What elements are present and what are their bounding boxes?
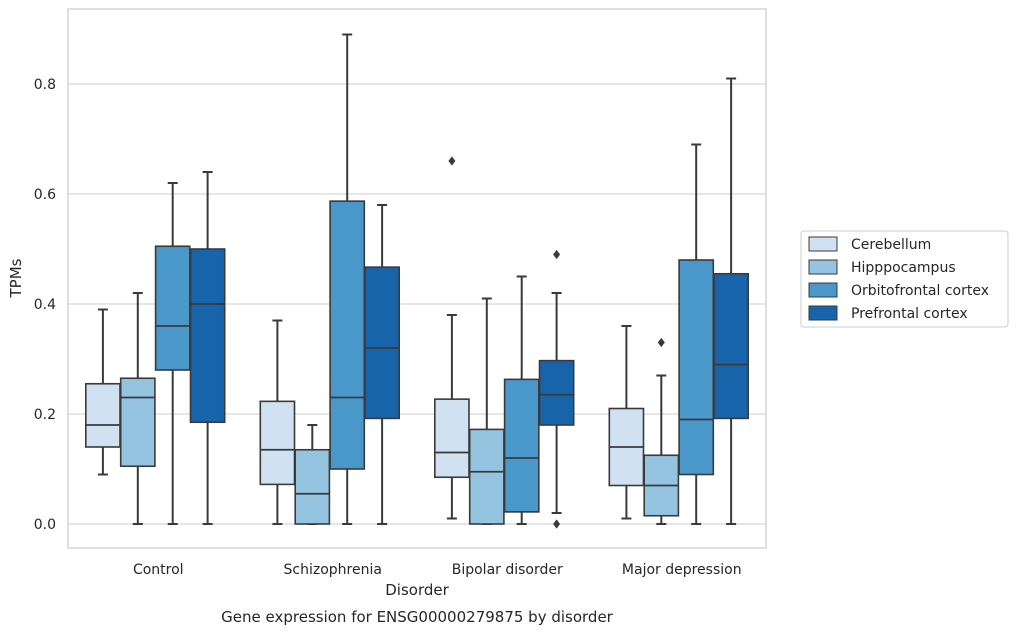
box xyxy=(503,378,540,513)
box xyxy=(678,259,715,476)
box-group xyxy=(329,33,366,525)
outlier-point xyxy=(657,337,665,348)
x-axis-title: Disorder xyxy=(385,581,449,599)
box xyxy=(329,200,366,470)
chart-caption: Gene expression for ENSG00000279875 by d… xyxy=(221,608,614,626)
box-group xyxy=(608,325,645,520)
legend: Cerebellum Hipppocampus Orbitofrontal cort… xyxy=(800,230,1009,328)
box xyxy=(364,266,401,420)
outlier-point xyxy=(553,249,561,260)
legend-swatch xyxy=(808,282,838,298)
box-group xyxy=(643,337,680,525)
box xyxy=(84,382,121,448)
box xyxy=(154,245,191,371)
y-tick-label: 0.0 xyxy=(34,517,56,533)
box xyxy=(119,377,156,468)
y-tick-label: 0.2 xyxy=(34,407,56,423)
box xyxy=(468,428,505,525)
box-group xyxy=(713,77,750,525)
box-layer xyxy=(84,33,750,529)
y-axis-title: TPMs xyxy=(7,258,25,298)
legend-label: Cerebellum xyxy=(851,237,931,253)
box-group xyxy=(154,182,191,525)
box xyxy=(433,398,470,479)
box-group xyxy=(294,424,331,525)
box xyxy=(189,248,226,424)
box-group xyxy=(119,292,156,525)
box-group xyxy=(678,143,715,525)
y-tick-label: 0.6 xyxy=(34,187,56,203)
box-group xyxy=(84,308,121,476)
x-tick-label: Bipolar disorder xyxy=(452,562,563,578)
box-group xyxy=(433,156,470,520)
y-tick-label: 0.4 xyxy=(34,297,56,313)
box xyxy=(259,400,296,486)
y-tick-label: 0.8 xyxy=(34,77,56,93)
box xyxy=(294,448,331,525)
outlier-point xyxy=(448,156,456,166)
legend-label: Orbitofrontal cortex xyxy=(851,283,989,299)
box-group xyxy=(468,297,505,525)
box xyxy=(713,272,750,420)
x-tick-label: Schizophrenia xyxy=(284,562,382,578)
plot-frame xyxy=(67,8,767,549)
box xyxy=(538,359,575,426)
legend-swatch xyxy=(808,305,838,321)
box-group xyxy=(364,204,401,525)
box-group xyxy=(259,319,296,525)
x-tick-label: Control xyxy=(133,562,184,578)
box-group xyxy=(189,171,226,525)
x-tick-labels: Control Schizophrenia Bipolar disorder Majo… xyxy=(133,562,742,578)
legend-swatch xyxy=(808,236,838,252)
box-group xyxy=(538,249,575,529)
x-tick-label: Major depression xyxy=(622,562,742,578)
legend-label: Prefrontal cortex xyxy=(851,306,968,322)
y-tick-labels: 0.0 0.2 0.4 0.6 0.8 xyxy=(34,77,56,533)
legend-swatch xyxy=(808,259,838,275)
legend-label: Hipppocampus xyxy=(851,260,956,276)
box-group xyxy=(503,275,540,525)
outlier-point xyxy=(553,519,561,529)
legend-frame xyxy=(800,230,1009,328)
